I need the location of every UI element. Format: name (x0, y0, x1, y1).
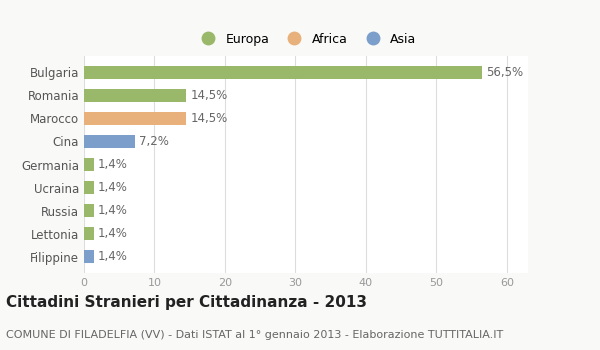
Bar (84, 181, 94, 194)
Bar (84, 112, 186, 125)
Text: 56,5%: 56,5% (487, 66, 524, 79)
Text: 1,4%: 1,4% (98, 181, 128, 194)
Bar (84, 251, 94, 263)
Text: 1,4%: 1,4% (98, 158, 128, 171)
Text: 14,5%: 14,5% (190, 112, 227, 125)
Text: COMUNE DI FILADELFIA (VV) - Dati ISTAT al 1° gennaio 2013 - Elaborazione TUTTITA: COMUNE DI FILADELFIA (VV) - Dati ISTAT a… (6, 329, 503, 340)
Legend: Europa, Africa, Asia: Europa, Africa, Asia (191, 28, 421, 50)
Bar (84, 66, 482, 78)
Text: 7,2%: 7,2% (139, 135, 169, 148)
Bar (84, 89, 186, 102)
Text: 14,5%: 14,5% (190, 89, 227, 102)
Text: Cittadini Stranieri per Cittadinanza - 2013: Cittadini Stranieri per Cittadinanza - 2… (6, 295, 367, 310)
Bar (84, 204, 94, 217)
Text: 1,4%: 1,4% (98, 250, 128, 263)
Bar (84, 135, 135, 148)
Bar (84, 158, 94, 171)
Text: 1,4%: 1,4% (98, 227, 128, 240)
Bar (84, 228, 94, 240)
Text: 1,4%: 1,4% (98, 204, 128, 217)
